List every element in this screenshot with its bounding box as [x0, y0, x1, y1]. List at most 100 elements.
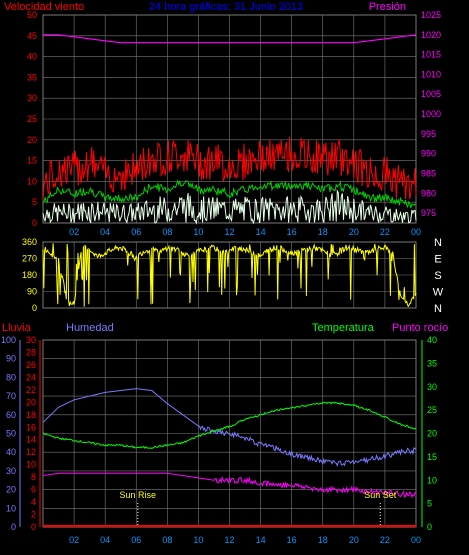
rain-tick-label: 16 [26, 422, 36, 432]
panel3-x-tick-label: 04 [100, 535, 110, 545]
pressure-tick-label: 995 [421, 129, 436, 139]
chart-title: 24 hora gráficas: 31 Junio 2013 [149, 1, 303, 13]
sun-event-label: Sun Rise [120, 490, 157, 500]
rain-tick-label: 10 [26, 460, 36, 470]
direction-tick-label: 0 [32, 303, 37, 313]
temperature-tick-label: 10 [427, 475, 437, 485]
rain-tick-label: 22 [26, 385, 36, 395]
humidity-tick-label: 90 [6, 354, 16, 364]
panel3-x-tick-label: 06 [131, 535, 141, 545]
temperature-tick-label: 20 [427, 429, 437, 439]
panel3-x-tick-label: 12 [224, 535, 234, 545]
wind-tick-label: 45 [27, 31, 37, 41]
temperature-tick-label: 0 [427, 522, 432, 532]
pressure-tick-label: 1015 [421, 50, 441, 60]
panel3-x-tick-label: 02 [69, 535, 79, 545]
panel3-x-tick-label: 18 [318, 535, 328, 545]
wind-direction-series [42, 243, 417, 308]
pressure-tick-label: 1025 [421, 10, 441, 20]
wind-tick-label: 50 [27, 10, 37, 20]
compass-tick-label: E [434, 254, 441, 266]
rain-tick-label: 6 [31, 485, 36, 495]
wind-speed-series [42, 136, 417, 201]
wind-tick-label: 20 [27, 135, 37, 145]
rain-tick-label: 18 [26, 410, 36, 420]
wind-pressure-panel: 0510152025303540455097598098599099510001… [27, 10, 441, 237]
pressure-tick-label: 1000 [421, 109, 441, 119]
humidity-tick-label: 10 [6, 503, 16, 513]
temperature-tick-label: 25 [427, 405, 437, 415]
panel1-x-tick-label: 12 [224, 227, 234, 237]
humidity-tick-label: 40 [6, 447, 16, 457]
pressure-series [43, 34, 417, 44]
panel3-x-tick-label: 08 [162, 535, 172, 545]
wind-tick-label: 15 [27, 156, 37, 166]
panel1-x-tick-label: 08 [162, 227, 172, 237]
wind-minimum-series [42, 189, 417, 225]
rain-axis-label: Lluvia [2, 322, 32, 334]
dewpoint-series [42, 472, 417, 499]
rain-tick-label: 30 [26, 335, 36, 345]
compass-tick-label: S [434, 270, 441, 282]
rain-tick-label: 0 [31, 522, 36, 532]
compass-tick-label: N [434, 237, 442, 249]
wind-tick-label: 30 [27, 93, 37, 103]
humidity-tick-label: 0 [11, 522, 16, 532]
wind-speed-axis-label: Velocidad viento [4, 1, 84, 13]
compass-tick-label: N [434, 303, 442, 315]
rain-tick-label: 24 [26, 372, 36, 382]
panel1-x-tick-label: 00 [411, 227, 421, 237]
pressure-tick-label: 1020 [421, 30, 441, 40]
temperature-axis-label: Temperatura [312, 322, 375, 334]
rain-tick-label: 20 [26, 397, 36, 407]
pressure-tick-label: 990 [421, 149, 436, 159]
panel3-x-tick-label: 20 [349, 535, 359, 545]
rain-tick-label: 4 [31, 497, 36, 507]
panel3-x-tick-label: 16 [287, 535, 297, 545]
panel1-x-tick-label: 10 [193, 227, 203, 237]
rain-tick-label: 14 [26, 435, 36, 445]
pressure-tick-label: 1010 [421, 69, 441, 79]
dewpoint-axis-label: Punto rocío [392, 322, 448, 334]
wind-tick-label: 25 [27, 114, 37, 124]
rain-tick-label: 2 [31, 510, 36, 520]
temperature-series [42, 401, 417, 449]
panel3-x-tick-label: 22 [380, 535, 390, 545]
rain-tick-label: 12 [26, 447, 36, 457]
panel1-x-tick-label: 22 [380, 227, 390, 237]
pressure-tick-label: 1005 [421, 89, 441, 99]
pressure-axis-label: Presión [369, 1, 406, 13]
wind-tick-label: 5 [32, 197, 37, 207]
direction-tick-label: 270 [22, 254, 37, 264]
panel1-x-tick-label: 06 [131, 227, 141, 237]
wind-average-series [42, 179, 417, 209]
temperature-tick-label: 30 [427, 382, 437, 392]
rain-tick-label: 26 [26, 360, 36, 370]
compass-tick-label: W [433, 287, 444, 299]
temp-humidity-panel: 0102030405060708090100024681012141618202… [1, 335, 437, 545]
panel1-x-tick-label: 16 [287, 227, 297, 237]
sun-event-label: Sun Set [364, 490, 397, 500]
direction-tick-label: 180 [22, 270, 37, 280]
rain-tick-label: 28 [26, 347, 36, 357]
direction-tick-label: 90 [27, 287, 37, 297]
direction-tick-label: 360 [22, 237, 37, 247]
panel3-x-tick-label: 14 [256, 535, 266, 545]
humidity-tick-label: 30 [6, 466, 16, 476]
temperature-tick-label: 5 [427, 499, 432, 509]
humidity-tick-label: 70 [6, 391, 16, 401]
humidity-tick-label: 100 [1, 335, 16, 345]
pressure-tick-label: 980 [421, 188, 436, 198]
pressure-tick-label: 985 [421, 168, 436, 178]
humidity-series [42, 388, 417, 468]
humidity-tick-label: 80 [6, 372, 16, 382]
temperature-tick-label: 15 [427, 452, 437, 462]
panel1-x-tick-label: 14 [256, 227, 266, 237]
humidity-tick-label: 20 [6, 485, 16, 495]
humidity-tick-label: 60 [6, 410, 16, 420]
panel1-x-tick-label: 20 [349, 227, 359, 237]
wind-tick-label: 35 [27, 72, 37, 82]
panel1-x-tick-label: 18 [318, 227, 328, 237]
